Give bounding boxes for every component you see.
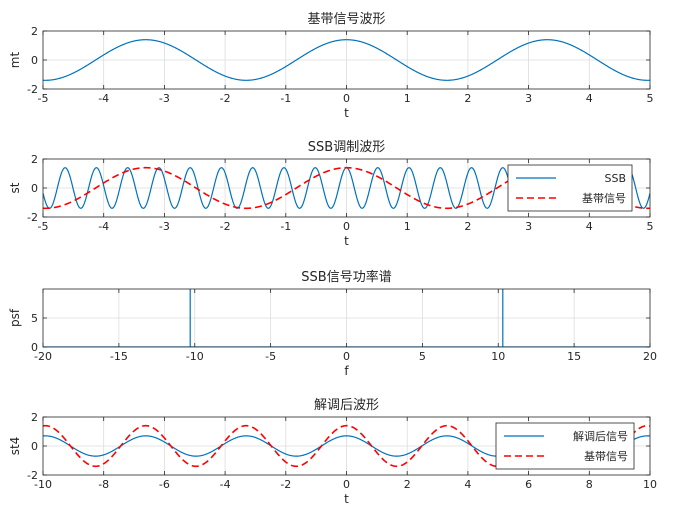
y-axis-label: st4 [8, 437, 22, 456]
x-tick-label: 15 [567, 350, 581, 363]
y-tick-label: 2 [31, 25, 38, 38]
x-tick-label: -3 [159, 220, 170, 233]
x-tick-label: 20 [643, 350, 657, 363]
x-tick-label: 5 [647, 220, 654, 233]
x-tick-label: 0 [343, 92, 350, 105]
y-tick-label: 0 [31, 54, 38, 67]
y-tick-label: -2 [27, 469, 38, 482]
legend-box [495, 422, 635, 470]
series-group [43, 39, 650, 81]
x-tick-label: -4 [220, 478, 231, 491]
x-tick-label: 2 [464, 92, 471, 105]
x-tick-label: -3 [159, 92, 170, 105]
x-tick-label: 1 [404, 92, 411, 105]
x-tick-label: -4 [98, 220, 109, 233]
x-tick-label: -20 [34, 350, 52, 363]
x-tick-label: -15 [110, 350, 128, 363]
chart-3: -20 -15 -10 -5 0 5 10 15 20 0 5 SSB信号功率谱 f psf [8, 269, 657, 378]
y-axis-label: mt [8, 52, 22, 69]
x-tick-label: 2 [404, 478, 411, 491]
series-line-1 [43, 289, 650, 347]
x-tick-label: -2 [280, 478, 291, 491]
x-tick-label: -10 [186, 350, 204, 363]
x-tick-label: 4 [586, 220, 593, 233]
x-tick-label: 2 [464, 220, 471, 233]
x-tick-label: -8 [98, 478, 109, 491]
x-tick-label: 6 [525, 478, 532, 491]
x-tick-label: 10 [491, 350, 505, 363]
x-tick-label: -1 [280, 92, 291, 105]
x-tick-label: -5 [265, 350, 276, 363]
x-tick-label: 0 [343, 478, 350, 491]
x-tick-label: -6 [159, 478, 170, 491]
x-tick-label: 5 [419, 350, 426, 363]
legend-label: 基带信号 [584, 450, 628, 463]
y-tick-label: 0 [31, 341, 38, 354]
y-tick-label: 0 [31, 440, 38, 453]
x-tick-label: 4 [464, 478, 471, 491]
legend-label: 解调后信号 [573, 429, 628, 443]
chart-title: SSB调制波形 [308, 140, 385, 155]
y-axis-label: st [8, 182, 22, 193]
y-tick-label: 2 [31, 411, 38, 424]
x-tick-label: 5 [647, 92, 654, 105]
x-tick-label: 0 [343, 350, 350, 363]
legend: SSB 基带信号 [507, 164, 633, 212]
chart-1: -5 -4 -3 -2 -1 0 1 2 3 4 5 -2 0 2 基带信号波形 t mt [8, 12, 654, 120]
series-line-2 [43, 424, 650, 468]
series-group [43, 289, 650, 347]
y-tick-label: 5 [31, 312, 38, 325]
x-tick-label: 8 [586, 478, 593, 491]
y-axis-label: psf [8, 308, 22, 327]
x-tick-label: -2 [220, 220, 231, 233]
legend-label: 基带信号 [582, 192, 626, 205]
x-tick-label: -4 [98, 92, 109, 105]
x-tick-label: -5 [38, 220, 49, 233]
x-axis-label: t [344, 106, 349, 120]
y-tick-label: -2 [27, 211, 38, 224]
y-tick-label: 0 [31, 182, 38, 195]
x-tick-label: 4 [586, 92, 593, 105]
legend-label: SSB [604, 172, 626, 185]
y-tick-label: -2 [27, 83, 38, 96]
x-axis-label: f [344, 364, 349, 378]
x-tick-label: 3 [525, 220, 532, 233]
x-tick-label: 1 [404, 220, 411, 233]
x-tick-label: 0 [343, 220, 350, 233]
y-tick-label: 2 [31, 153, 38, 166]
x-axis-label: t [344, 492, 349, 506]
series-line-1 [43, 39, 650, 81]
chart-title: 基带信号波形 [307, 12, 385, 27]
x-axis-label: t [344, 234, 349, 248]
x-tick-label: -5 [38, 92, 49, 105]
x-tick-label: 10 [643, 478, 657, 491]
legend-box [507, 164, 633, 212]
chart-title: 解调后波形 [314, 398, 379, 413]
chart-title: SSB信号功率谱 [301, 269, 391, 285]
x-tick-label: -2 [220, 92, 231, 105]
x-tick-label: 3 [525, 92, 532, 105]
x-tick-label: -10 [34, 478, 52, 491]
x-tick-label: -1 [280, 220, 291, 233]
chart-2: -5 -4 -3 -2 -1 0 1 2 3 4 5 -2 0 2 SSB调制波形 t st SSB 基带信号 [8, 140, 654, 248]
